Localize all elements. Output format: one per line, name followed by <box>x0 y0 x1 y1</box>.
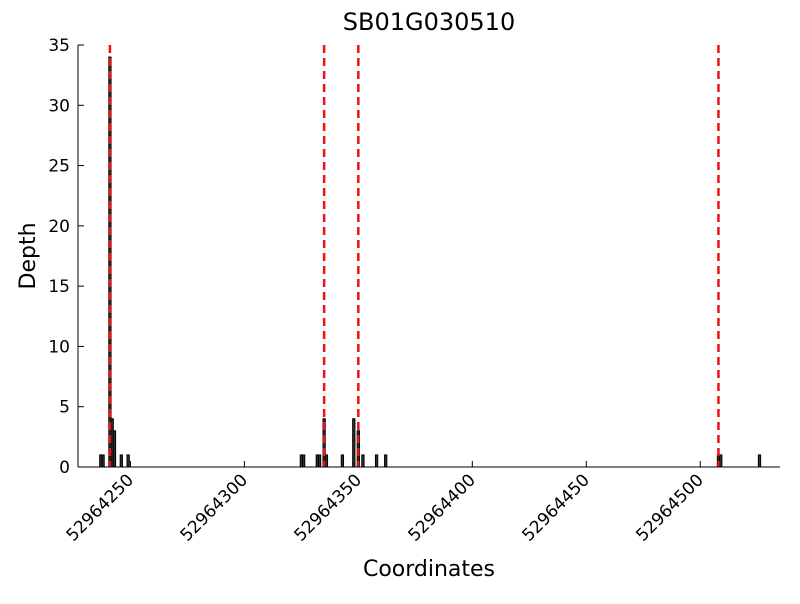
bar <box>126 454 130 468</box>
y-tick-label: 0 <box>59 458 70 478</box>
y-tick-label: 20 <box>48 217 70 237</box>
bar <box>352 418 356 468</box>
bar <box>757 454 762 468</box>
bar <box>361 454 365 468</box>
bar <box>324 454 329 468</box>
bar <box>101 454 105 468</box>
bar <box>317 454 322 468</box>
y-tick-label: 30 <box>48 96 70 116</box>
bar <box>374 454 379 468</box>
chart-title: SB01G030510 <box>343 8 515 36</box>
y-tick-label: 35 <box>48 36 70 56</box>
bar <box>719 454 723 468</box>
x-axis-label: Coordinates <box>363 557 495 582</box>
bar <box>384 454 388 468</box>
y-axis-label: Depth <box>16 222 41 289</box>
y-tick-label: 10 <box>48 337 70 357</box>
bar <box>340 454 345 468</box>
y-tick-label: 25 <box>48 157 70 177</box>
bar <box>119 454 123 468</box>
bar <box>108 56 112 468</box>
y-tick-label: 5 <box>59 398 70 418</box>
bar <box>112 430 117 468</box>
bar <box>302 454 306 468</box>
y-tick-label: 15 <box>48 277 70 297</box>
